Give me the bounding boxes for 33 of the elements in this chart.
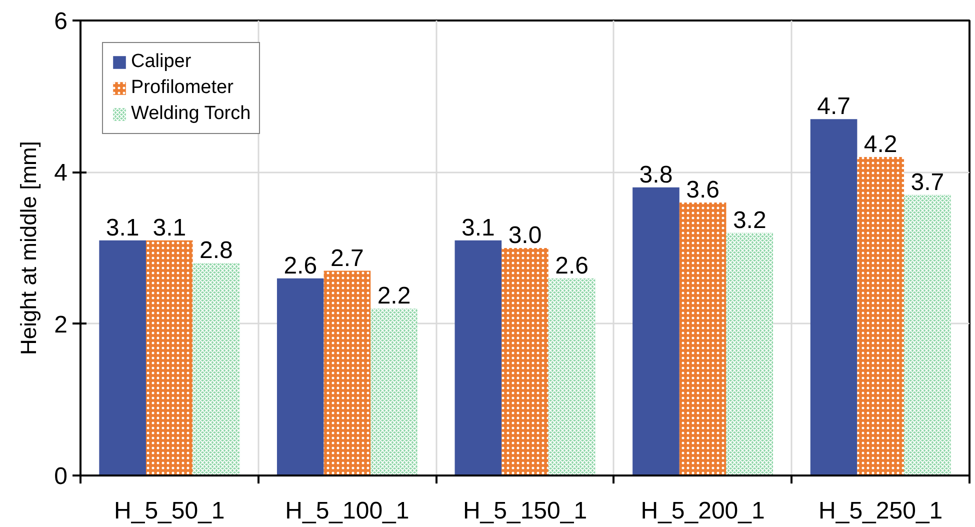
data-label: 4.7	[817, 93, 850, 120]
bar	[810, 119, 858, 476]
bar	[276, 278, 324, 476]
data-label: 3.2	[732, 206, 766, 234]
data-label: 3.0	[508, 222, 542, 249]
bar	[632, 187, 680, 476]
data-label: 3.1	[106, 214, 140, 242]
data-label: 2.2	[377, 282, 411, 310]
data-label: 2.7	[330, 244, 364, 272]
data-label: 3.6	[686, 176, 720, 204]
y-tick-label: 0	[54, 463, 68, 490]
data-label: 2.8	[200, 237, 233, 264]
legend-label: Caliper	[131, 51, 192, 73]
x-tick-label: H_5_50_1	[114, 498, 225, 524]
data-label: 3.1	[462, 214, 495, 242]
data-label: 3.7	[910, 168, 944, 196]
bar	[454, 240, 502, 476]
data-label: 4.2	[864, 131, 898, 158]
y-tick-label: 4	[54, 160, 68, 187]
y-tick-label: 6	[54, 8, 68, 35]
x-tick-label: H_5_250_1	[818, 498, 943, 524]
data-label: 2.6	[555, 252, 589, 280]
legend-label: Profilometer	[131, 77, 234, 99]
x-tick-label: H_5_100_1	[285, 498, 410, 524]
data-label: 3.8	[639, 161, 673, 188]
bar	[99, 240, 146, 476]
y-axis-title: Height at middle [mm]	[16, 141, 42, 355]
x-tick-label: H_5_200_1	[640, 498, 765, 524]
x-tick-label: H_5_150_1	[462, 498, 588, 524]
data-label: 3.1	[152, 214, 186, 242]
y-tick-label: 2	[54, 311, 68, 338]
legend-label: Welding Torch	[131, 103, 251, 125]
data-label: 2.6	[284, 252, 318, 280]
